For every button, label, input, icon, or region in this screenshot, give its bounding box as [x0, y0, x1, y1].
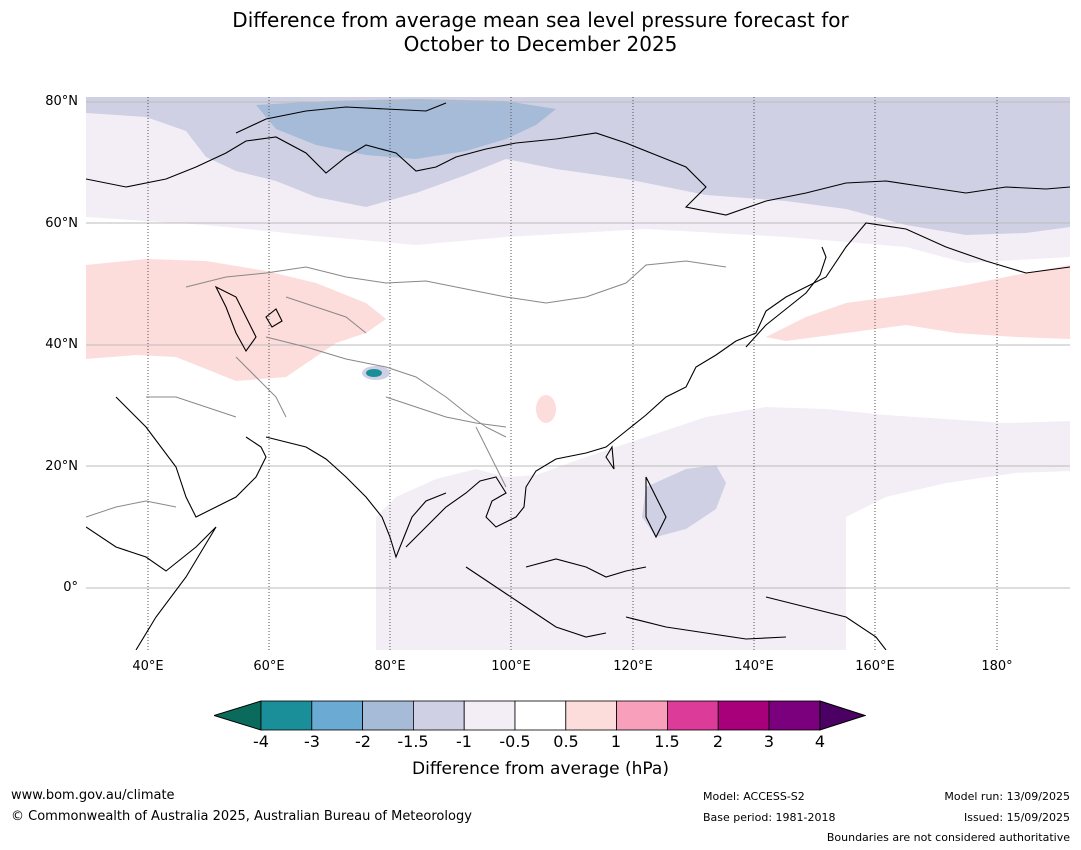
colorbar-cells [260, 700, 821, 731]
map-area [86, 97, 1070, 650]
anomaly-region-pink-east [766, 265, 1070, 341]
model-run-text: Model run: 13/09/2025 [944, 790, 1070, 803]
lon-label-100e: 100°E [491, 659, 531, 674]
colorbar-tick-label: -1.5 [397, 732, 429, 751]
lon-label-180: 180° [981, 659, 1013, 674]
lat-label-40n: 40°N [45, 337, 78, 352]
colorbar-tick-label: -1 [456, 732, 472, 751]
lat-label-20n: 20°N [45, 459, 78, 474]
colorbar-tick-label: -4 [253, 732, 269, 751]
colorbar-cell [616, 700, 668, 731]
colorbar [214, 700, 866, 731]
colorbar-arrow-left [214, 700, 262, 731]
title-line-2: October to December 2025 [403, 32, 678, 56]
title-line-1: Difference from average mean sea level p… [232, 8, 849, 32]
lat-label-80n: 80°N [45, 94, 78, 109]
colorbar-cell [412, 700, 465, 731]
anomaly-region-pink-small [536, 395, 556, 423]
colorbar-cell [768, 700, 821, 731]
map-svg [86, 97, 1070, 650]
colorbar-cell [311, 700, 364, 731]
website-link[interactable]: www.bom.gov.au/climate [11, 788, 175, 803]
colorbar-tick-label: 1.5 [654, 732, 680, 751]
meridians [147, 97, 998, 650]
colorbar-tick-label: 0.5 [553, 732, 579, 751]
colorbar-tick-label: 1 [610, 732, 622, 751]
base-period-text: Base period: 1981-2018 [703, 811, 836, 824]
lon-label-80e: 80°E [374, 659, 406, 674]
anomaly-region-teal-core [366, 369, 382, 377]
colorbar-cell [260, 700, 313, 731]
colorbar-cell [362, 700, 414, 731]
colorbar-tick-label: -2 [355, 732, 371, 751]
colorbar-tick-label: 4 [814, 732, 826, 751]
lat-label-60n: 60°N [45, 216, 78, 231]
colorbar-tick-label: -3 [304, 732, 320, 751]
colorbar-cell [565, 700, 617, 731]
colorbar-title: Difference from average (hPa) [412, 759, 669, 779]
issued-text: Issued: 15/09/2025 [963, 811, 1070, 824]
anomaly-region-philippines [642, 465, 726, 537]
copyright-text: © Commonwealth of Australia 2025, Austra… [11, 809, 472, 824]
anomaly-region-white-east [846, 471, 1070, 650]
colorbar-tick-label: 3 [763, 732, 775, 751]
lon-label-40e: 40°E [132, 659, 164, 674]
colorbar-arrow-right [819, 700, 866, 731]
colorbar-cell [717, 700, 770, 731]
country-borders [86, 260, 727, 518]
lon-label-160e: 160°E [855, 659, 895, 674]
lon-label-140e: 140°E [734, 659, 774, 674]
lat-label-0: 0° [63, 580, 78, 595]
lon-label-120e: 120°E [613, 659, 653, 674]
map-title: Difference from average mean sea level p… [0, 8, 1081, 56]
lon-label-60e: 60°E [253, 659, 285, 674]
colorbar-cell [514, 700, 567, 731]
colorbar-cell [666, 700, 719, 731]
colorbar-tick-label: 2 [712, 732, 724, 751]
anomaly-region-pink-west [86, 259, 386, 381]
anomaly-region-steel-blue [256, 99, 556, 159]
colorbar-cell [463, 700, 516, 731]
anomaly-shading [86, 97, 1070, 650]
disclaimer-text: Boundaries are not considered authoritat… [826, 831, 1070, 844]
colorbar-tick-label: -0.5 [499, 732, 531, 751]
model-text: Model: ACCESS-S2 [703, 790, 805, 803]
coastlines [86, 102, 1070, 650]
